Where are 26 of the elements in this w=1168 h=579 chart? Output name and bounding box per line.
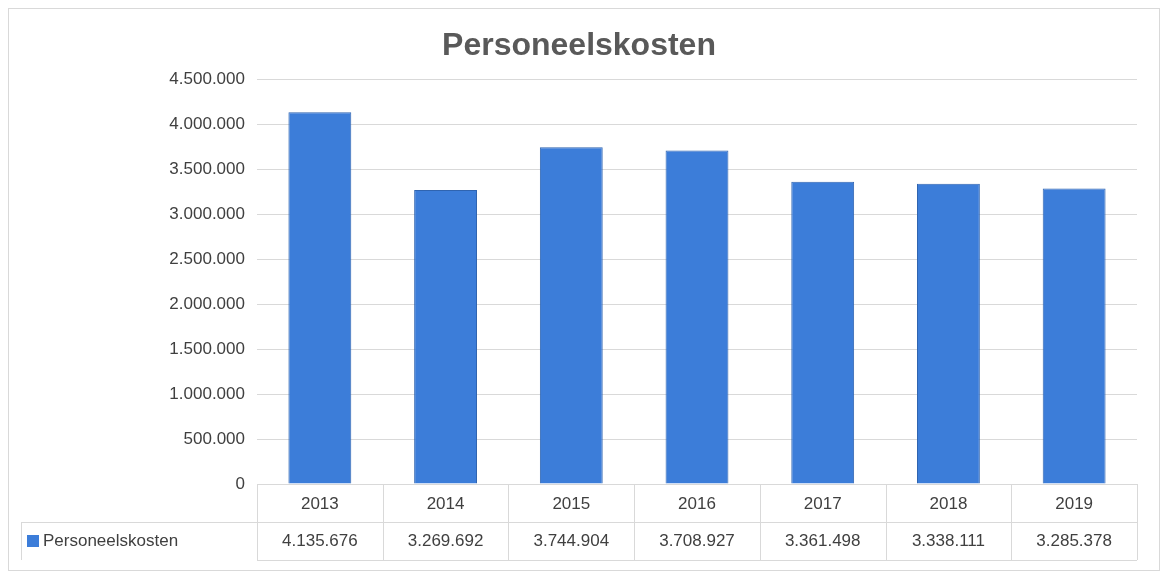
- chart-title: Personeelskosten: [442, 26, 716, 63]
- x-tick-label: 2018: [929, 493, 968, 513]
- y-tick-label: 4.000.000: [169, 114, 245, 134]
- y-tick-label: 4.500.000: [169, 69, 245, 89]
- x-tick-label: 2017: [803, 493, 842, 513]
- y-tick-label: 1.000.000: [169, 383, 245, 403]
- data-label: 3.285.378: [1036, 530, 1112, 550]
- data-label: 3.361.498: [784, 530, 861, 550]
- x-tick-label: 2014: [426, 493, 465, 513]
- x-tick-label: 2015: [552, 493, 591, 513]
- data-label: 3.338.111: [911, 530, 985, 550]
- y-tick-label: 2.000.000: [169, 293, 245, 313]
- x-tick-label: 2016: [678, 493, 716, 513]
- data-label: 4.135.676: [282, 530, 358, 550]
- y-tick-label: 3.500.000: [169, 159, 245, 178]
- y-tick-label: 2.500.000: [169, 248, 245, 268]
- x-tick-label: 2013: [300, 493, 339, 513]
- legend-label: Personeelskosten: [43, 530, 179, 550]
- x-tick-label: 2019: [1055, 493, 1094, 513]
- y-tick-label: 0: [235, 473, 245, 493]
- data-label: 3.708.927: [659, 530, 735, 550]
- y-tick-label: 1.500.000: [169, 338, 245, 358]
- data-label: 3.744.904: [533, 530, 610, 550]
- data-label: 3.269.692: [407, 530, 484, 550]
- y-tick-label: 500.000: [183, 428, 245, 448]
- y-tick-label: 3.000.000: [169, 203, 245, 223]
